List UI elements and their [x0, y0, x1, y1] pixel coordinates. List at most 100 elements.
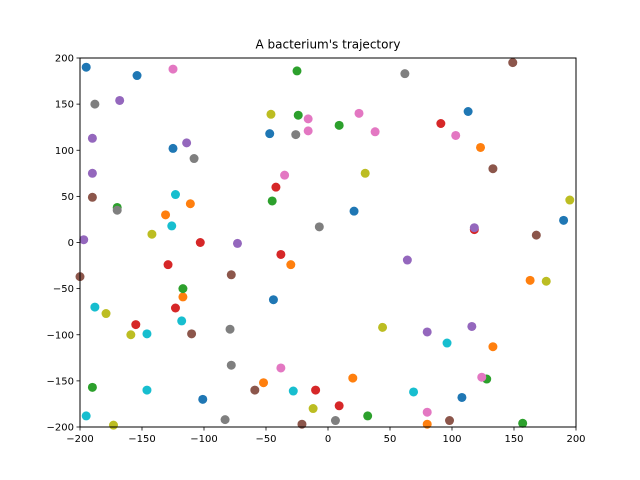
x-tick-label-5: 50	[384, 434, 397, 445]
data-point-35	[276, 249, 286, 259]
x-axis: −200 −150 −100 −50 0 50 100 150 200	[66, 427, 586, 445]
x-tick-label-8: 200	[566, 434, 585, 445]
data-point-88	[108, 420, 118, 430]
data-point-44	[182, 138, 192, 148]
x-tick-label-3: −50	[255, 434, 276, 445]
data-point-43	[79, 235, 89, 245]
y-tick-label-7: 150	[55, 100, 74, 111]
data-point-85	[378, 322, 388, 332]
data-point-32	[163, 260, 173, 270]
data-point-34	[131, 320, 141, 330]
y-tick-label-1: −150	[47, 376, 74, 387]
data-point-69	[477, 372, 487, 382]
data-point-58	[508, 58, 518, 68]
data-point-12	[178, 292, 188, 302]
data-point-23	[292, 66, 302, 76]
data-point-92	[90, 302, 100, 312]
data-point-22	[267, 196, 277, 206]
data-point-57	[488, 164, 498, 174]
data-point-5	[349, 206, 359, 216]
x-tick-label-2: −100	[190, 434, 217, 445]
data-point-96	[288, 386, 298, 396]
data-point-70	[90, 99, 100, 109]
data-point-63	[303, 126, 313, 136]
y-tick-label-8: 200	[55, 54, 74, 65]
data-point-78	[220, 415, 230, 425]
data-point-24	[293, 110, 303, 120]
data-point-61	[280, 170, 290, 180]
data-point-93	[177, 316, 187, 326]
data-point-40	[115, 95, 125, 105]
y-tick-label-3: −50	[53, 284, 74, 295]
data-point-62	[303, 114, 313, 124]
data-point-4	[463, 107, 473, 116]
data-point-53	[226, 270, 236, 280]
data-point-48	[467, 321, 477, 331]
data-point-9	[457, 392, 467, 402]
data-point-29	[87, 382, 97, 392]
data-point-6	[559, 215, 569, 225]
data-point-14	[259, 378, 269, 388]
data-point-26	[363, 411, 373, 421]
data-point-64	[354, 108, 364, 118]
data-point-42	[87, 168, 97, 178]
data-point-10	[161, 210, 171, 220]
data-point-73	[291, 130, 301, 140]
data-point-36	[311, 385, 321, 395]
data-point-66	[451, 130, 461, 140]
y-tick-label-4: 0	[68, 238, 74, 249]
data-point-21	[178, 284, 188, 294]
data-point-45	[232, 238, 242, 248]
chart-title: A bacterium's trajectory	[256, 38, 401, 52]
data-point-18	[488, 342, 498, 352]
data-point-97	[81, 411, 91, 421]
data-point-17	[476, 142, 486, 152]
data-point-77	[226, 360, 236, 370]
data-point-41	[87, 133, 97, 143]
data-point-65	[370, 127, 380, 137]
data-point-13	[286, 260, 296, 270]
data-point-60	[168, 64, 178, 74]
data-point-7	[268, 295, 278, 305]
data-point-11	[185, 199, 195, 209]
x-tick-label-1: −150	[128, 434, 155, 445]
x-tick-label-4: 0	[325, 434, 331, 445]
x-tick-label-6: 100	[442, 434, 461, 445]
data-point-67	[276, 363, 286, 373]
data-point-95	[142, 385, 152, 395]
data-point-28	[518, 418, 528, 428]
data-point-19	[525, 275, 535, 285]
data-point-33	[170, 303, 180, 313]
data-point-25	[334, 120, 344, 130]
data-point-0	[81, 62, 91, 72]
y-tick-label-0: −200	[47, 423, 74, 434]
data-point-56	[445, 416, 455, 426]
data-point-49	[469, 223, 479, 233]
data-point-94	[142, 329, 152, 339]
data-point-30	[271, 182, 281, 192]
data-point-52	[187, 329, 197, 339]
y-tick-label-6: 100	[55, 146, 74, 157]
data-point-16	[422, 419, 432, 429]
data-point-84	[541, 276, 551, 286]
data-point-71	[189, 154, 199, 164]
data-point-74	[314, 222, 324, 232]
data-point-31	[195, 238, 205, 247]
y-tick-label-5: 50	[61, 192, 74, 203]
data-point-8	[198, 394, 208, 404]
data-point-68	[422, 407, 432, 417]
data-point-38	[436, 119, 446, 128]
data-point-86	[101, 309, 111, 319]
data-point-89	[308, 404, 318, 414]
data-point-55	[297, 419, 307, 429]
data-point-54	[250, 385, 260, 395]
data-point-98	[409, 387, 419, 397]
data-point-99	[442, 338, 452, 348]
data-point-91	[167, 221, 177, 231]
data-point-72	[112, 205, 122, 215]
data-point-46	[402, 255, 412, 265]
data-point-75	[400, 69, 410, 79]
data-point-1	[132, 71, 142, 81]
